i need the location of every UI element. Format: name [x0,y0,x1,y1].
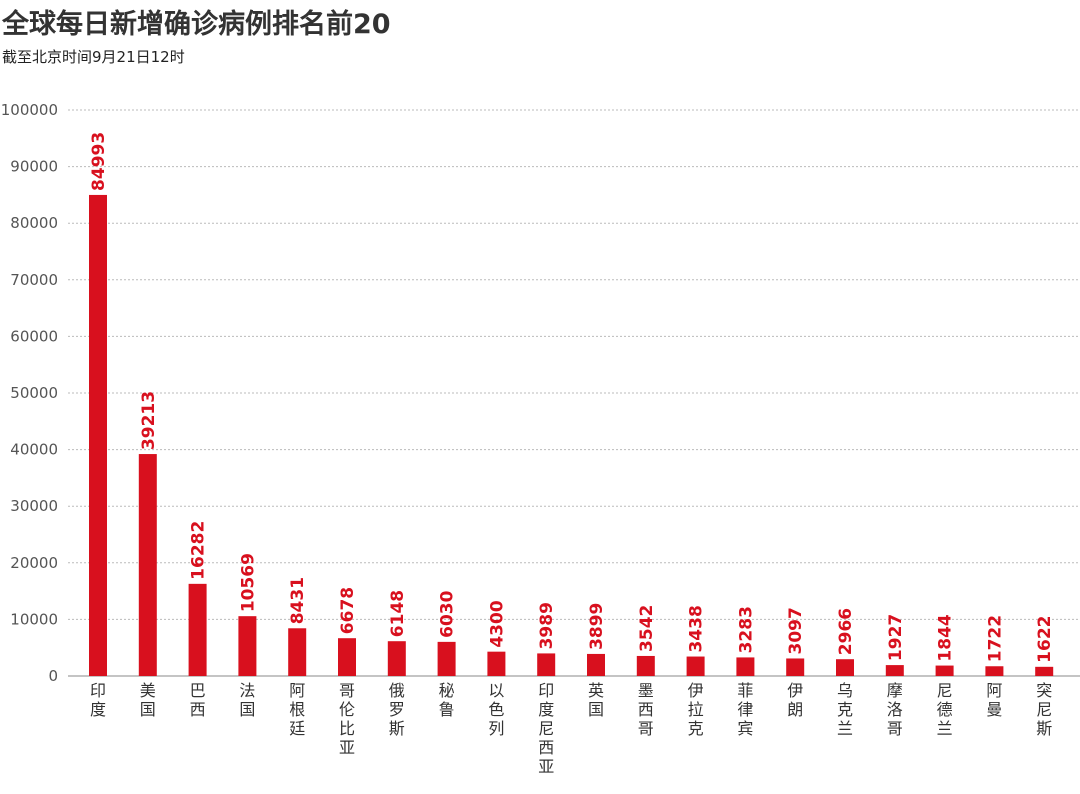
data-label: 3989 [537,602,557,649]
category-label: 巴西 [190,681,206,719]
bar [188,583,207,676]
category-label: 法国 [239,681,255,719]
y-tick-label: 50000 [10,384,58,402]
data-label: 39213 [139,391,159,450]
category-label: 以色列 [488,681,504,738]
grid-lines [68,109,1080,677]
data-label: 3438 [687,605,707,652]
y-tick-label: 100000 [1,101,58,119]
category-label: 突尼斯 [1036,681,1052,738]
data-label: 3542 [637,605,657,652]
category-label: 印度尼西亚 [538,681,554,776]
y-tick-label: 30000 [10,497,58,515]
category-label: 俄罗斯 [389,681,405,738]
data-label: 6678 [338,587,358,634]
y-tick-label: 90000 [10,158,58,176]
bar [836,659,854,676]
data-label: 1722 [985,615,1005,662]
bar [387,641,406,676]
data-label: 1622 [1035,615,1055,662]
bar [885,665,904,676]
y-tick-label: 10000 [10,610,58,628]
y-tick-label: 70000 [10,271,58,289]
bar [338,638,356,676]
category-label: 美国 [140,681,156,719]
data-label: 16282 [189,521,209,580]
data-label: 3283 [736,606,756,653]
category-label: 摩洛哥 [887,681,903,738]
y-tick-label: 60000 [10,327,58,345]
data-label: 6030 [438,590,458,637]
category-label: 英国 [588,681,604,719]
bar [935,665,954,676]
data-label: 1844 [936,614,956,661]
bar [138,454,157,676]
category-label: 墨西哥 [638,681,654,738]
data-label: 3097 [786,607,806,654]
data-label: 84993 [89,132,109,191]
bar [736,657,755,676]
y-tick-label: 20000 [10,554,58,572]
category-label: 印度 [90,681,106,719]
category-label: 阿曼 [986,681,1002,719]
data-label: 3899 [587,603,607,650]
chart-title: 全球每日新增确诊病例排名前20 [2,9,391,40]
bar [686,656,705,676]
y-tick-label: 40000 [10,441,58,459]
category-label: 秘鲁 [439,681,455,719]
y-tick-label: 0 [48,667,58,685]
bar [437,641,456,676]
bar [288,628,307,676]
bar [238,616,257,676]
y-tick-label: 80000 [10,214,58,232]
category-label: 尼德兰 [937,681,953,738]
category-label: 乌克兰 [837,681,853,738]
category-label: 伊朗 [787,681,803,719]
data-label: 10569 [238,553,258,612]
bar [537,653,556,676]
bar [786,658,805,676]
chart-subtitle: 截至北京时间9月21日12时 [2,48,185,66]
data-label: 2966 [836,608,856,655]
category-label: 哥伦比亚 [339,681,355,757]
category-label: 伊拉克 [688,681,704,738]
bar [487,651,506,676]
data-label: 6148 [388,590,408,637]
data-label: 8431 [288,577,308,624]
category-label: 阿根廷 [289,681,305,738]
bar [985,666,1004,676]
y-axis: 0 10000 20000 30000 40000 50000 60000 70000 8000… [1,101,58,685]
category-label: 菲律宾 [737,681,753,738]
bar [89,194,107,676]
bar [587,653,605,676]
data-label: 1927 [886,614,906,661]
bars: 84993 39213 16282 10569 8431 6678 6148 6030 4300… [89,132,1055,676]
bar [636,655,655,676]
bar [1035,666,1054,676]
data-label: 4300 [487,600,507,647]
